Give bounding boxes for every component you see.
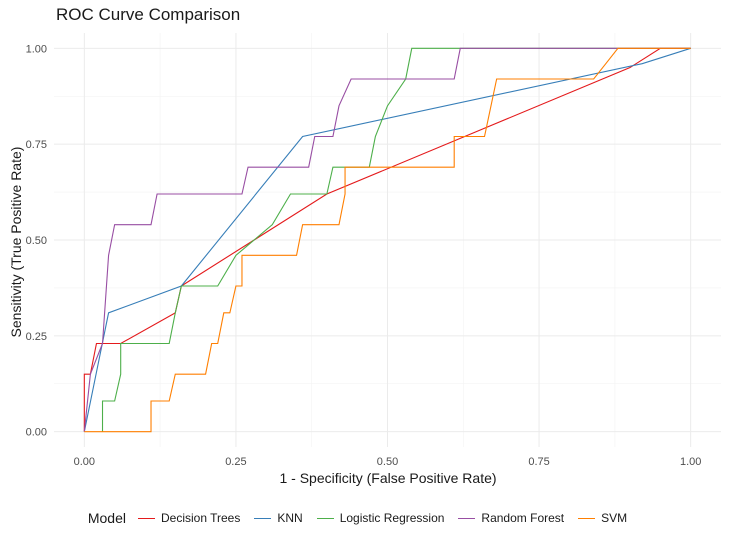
- legend-label: KNN: [277, 511, 303, 525]
- legend-item: Logistic Regression: [316, 511, 445, 525]
- x-axis-label: 1 - Specificity (False Positive Rate): [279, 470, 497, 486]
- legend-item: KNN: [254, 511, 303, 525]
- series-line-knn: [83, 47, 691, 432]
- chart-title: ROC Curve Comparison: [56, 5, 241, 24]
- series-line-random-forest: [83, 47, 691, 432]
- legend-swatch: [458, 517, 476, 519]
- legend-swatch: [578, 517, 596, 519]
- y-tick-label: 0.25: [26, 331, 47, 343]
- legend-label: Random Forest: [481, 511, 565, 525]
- legend-label: SVM: [601, 511, 628, 525]
- legend-swatch: [254, 517, 272, 519]
- y-tick-label: 0.75: [26, 139, 47, 151]
- series-line-logistic-regression: [101, 47, 691, 432]
- legend-swatch: [316, 517, 334, 519]
- legend-item: Decision Trees: [137, 511, 241, 525]
- y-tick-label: 0.00: [26, 427, 47, 439]
- x-tick-label: 0.50: [377, 456, 398, 468]
- y-axis-label: Sensitivity (True Positive Rate): [8, 146, 24, 338]
- x-tick-label: 0.75: [528, 456, 549, 468]
- legend-label: Logistic Regression: [339, 511, 445, 525]
- x-tick-label: 0.00: [74, 456, 95, 468]
- y-tick-label: 1.00: [26, 43, 47, 55]
- series-lines: [83, 47, 691, 433]
- tick-labels: 0.00 0.25 0.50 0.75 1.00 0.00 0.25 0.50 0.75 1.00: [26, 43, 702, 468]
- legend-label: Decision Trees: [160, 511, 241, 525]
- x-tick-label: 1.00: [680, 456, 701, 468]
- series-line-svm: [84, 47, 691, 433]
- legend-title: Model: [87, 510, 126, 526]
- y-tick-label: 0.50: [26, 235, 47, 247]
- legend: Model Decision Trees KNN Logistic Regressi…: [0, 510, 729, 526]
- grid: [54, 33, 721, 447]
- legend-item: SVM: [578, 511, 627, 525]
- x-tick-label: 0.25: [225, 456, 246, 468]
- legend-item: Random Forest: [458, 511, 564, 525]
- legend-swatch: [137, 517, 155, 519]
- legend-items: Decision Trees KNN Logistic Regression Rand…: [137, 511, 641, 525]
